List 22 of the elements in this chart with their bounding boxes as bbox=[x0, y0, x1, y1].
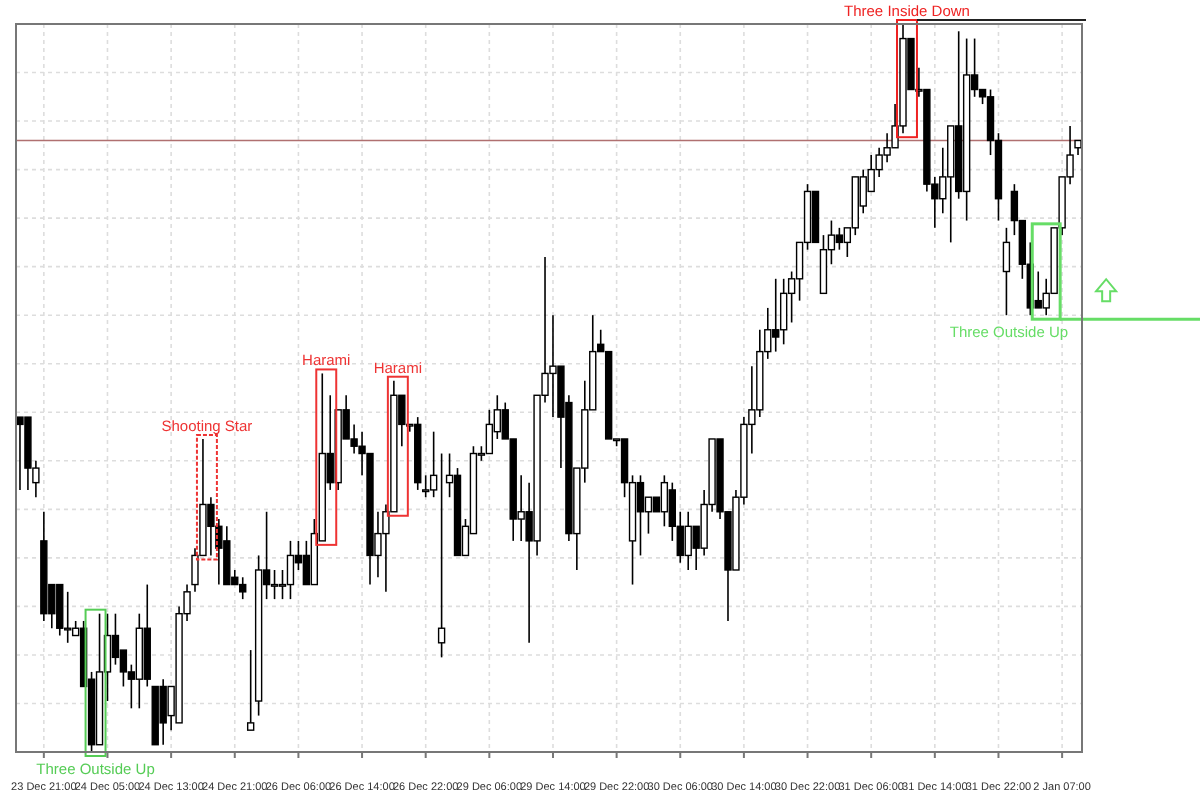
candlestick bbox=[437, 452, 446, 659]
candlestick bbox=[286, 540, 295, 600]
candlestick bbox=[64, 591, 72, 644]
candlestick bbox=[835, 227, 844, 251]
candlestick bbox=[16, 416, 24, 491]
candlestick bbox=[56, 583, 64, 637]
candlestick bbox=[111, 612, 120, 666]
candlestick bbox=[819, 234, 828, 295]
candlestick bbox=[779, 278, 788, 346]
candlestick bbox=[159, 678, 167, 746]
candlestick bbox=[1034, 270, 1042, 309]
candlestick bbox=[239, 576, 247, 600]
candlestick bbox=[270, 569, 279, 600]
candlestick bbox=[429, 430, 438, 498]
candlestick bbox=[772, 278, 780, 353]
candlestick bbox=[302, 540, 311, 586]
candlestick bbox=[660, 474, 669, 528]
candlestick bbox=[223, 525, 231, 586]
candlestick bbox=[1002, 227, 1011, 316]
candlestick bbox=[246, 649, 255, 731]
candlestick bbox=[636, 474, 645, 557]
candlestick bbox=[684, 510, 692, 571]
